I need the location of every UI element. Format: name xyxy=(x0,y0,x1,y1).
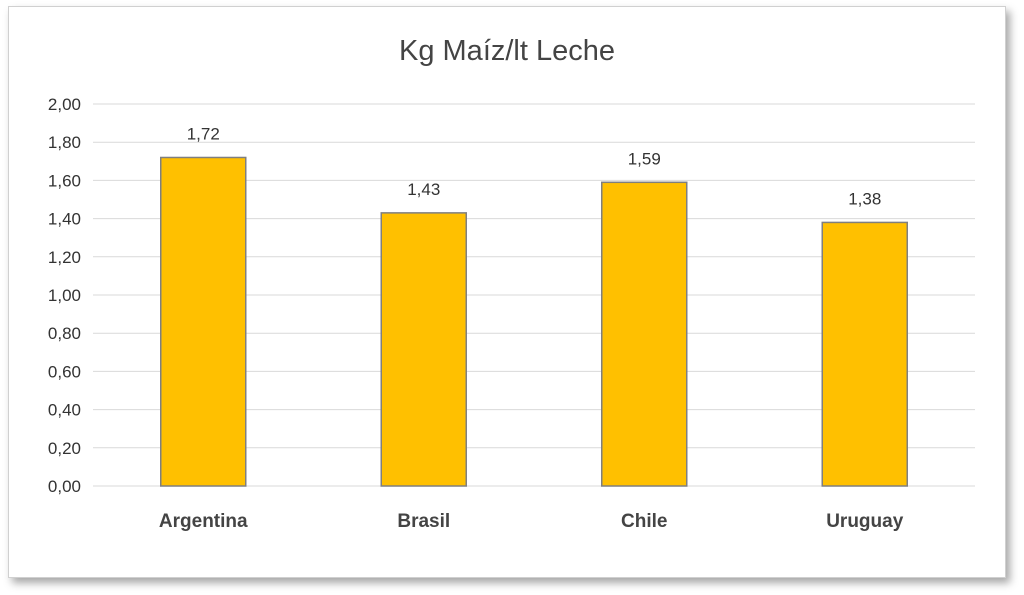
data-label: 1,59 xyxy=(628,149,661,168)
x-category-label: Uruguay xyxy=(826,511,904,532)
x-category-label: Brasil xyxy=(397,511,450,532)
y-tick-label: 0,00 xyxy=(48,477,81,496)
y-tick-label: 1,00 xyxy=(48,286,81,305)
data-label: 1,43 xyxy=(407,180,440,199)
y-tick-label: 1,80 xyxy=(48,133,81,152)
bar xyxy=(821,221,908,487)
y-tick-label: 1,40 xyxy=(48,210,81,229)
bar xyxy=(601,181,688,487)
x-category-label: Argentina xyxy=(159,511,248,532)
y-tick-label: 1,60 xyxy=(48,171,81,190)
data-label: 1,38 xyxy=(848,189,881,208)
bar xyxy=(160,156,247,487)
bar-chart: 0,00 0,20 0,40 0,60 0,80 1,00 1,20 1,40 1,60 1,80… xyxy=(48,95,975,532)
chart-card: Kg Maíz/lt Leche 0,00 0,20 0,40 0,60 0,80 1,0… xyxy=(8,6,1006,578)
y-tick-label: 2,00 xyxy=(48,95,81,114)
x-category-label: Chile xyxy=(621,511,667,532)
y-tick-label: 0,40 xyxy=(48,401,81,420)
y-tick-label: 1,20 xyxy=(48,248,81,267)
chart-title: Kg Maíz/lt Leche xyxy=(399,35,615,67)
bar xyxy=(380,212,467,487)
y-tick-label: 0,20 xyxy=(48,439,81,458)
data-label: 1,72 xyxy=(187,124,220,143)
y-tick-label: 0,60 xyxy=(48,362,81,381)
y-tick-label: 0,80 xyxy=(48,324,81,343)
